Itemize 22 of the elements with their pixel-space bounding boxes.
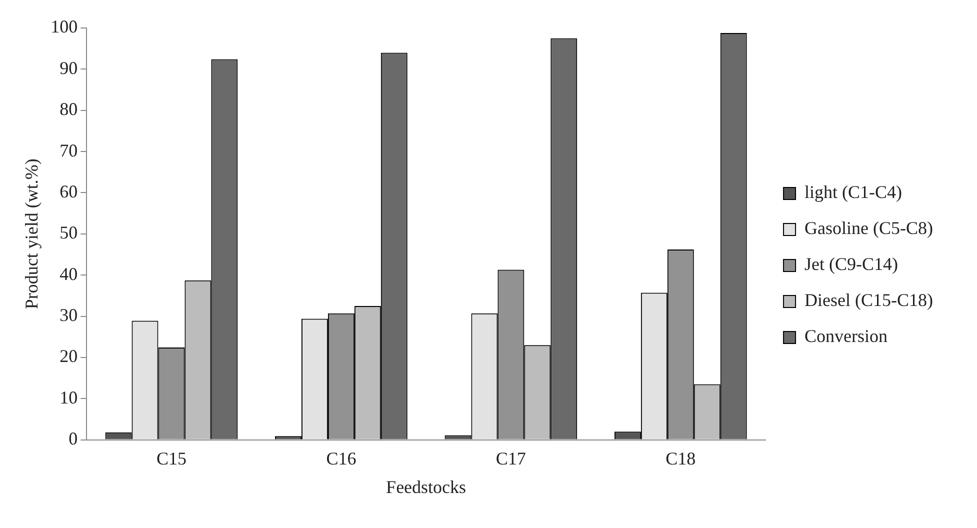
y-tick-label: 0 (68, 428, 78, 449)
legend-label: Conversion (804, 326, 888, 346)
x-tick-label: C17 (496, 448, 526, 468)
y-tick-label: 60 (60, 181, 78, 202)
legend-label: light (C1-C4) (804, 182, 902, 202)
legend-label: Diesel (C15-C18) (804, 290, 934, 310)
legend-label: Gasoline (C5-C8) (804, 218, 934, 238)
x-tick-label: C16 (326, 448, 356, 468)
y-tick-label: 40 (60, 264, 78, 284)
x-tick-label: C15 (156, 448, 186, 468)
y-tick-label: 70 (60, 140, 78, 160)
y-tick-label: 80 (60, 99, 78, 120)
y-tick-label: 50 (60, 222, 78, 243)
y-tick-label: 10 (60, 387, 78, 408)
y-tick-label: 20 (60, 346, 78, 366)
y-tick-label: 30 (60, 304, 78, 325)
y-tick-label: 100 (50, 16, 78, 37)
y-tick-label: 90 (60, 58, 78, 78)
x-tick-label: C18 (666, 448, 696, 468)
legend-label: Jet (C9-C14) (804, 254, 898, 274)
x-axis-title: Feedstocks (386, 476, 466, 497)
y-axis-title: Product yield (wt.%) (22, 158, 42, 310)
